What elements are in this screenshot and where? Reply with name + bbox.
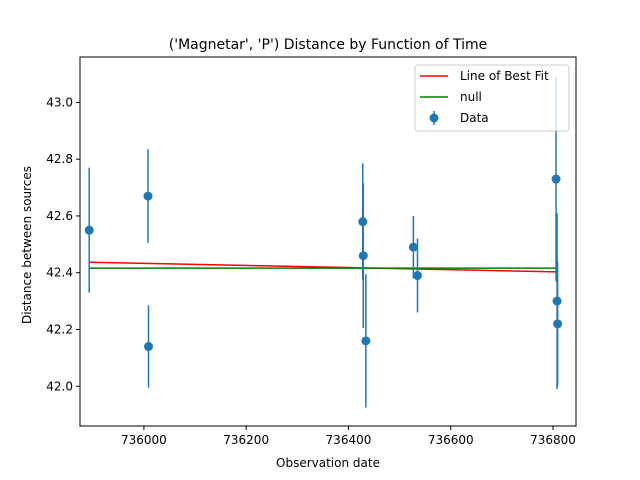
- legend-label-data: Data: [460, 111, 489, 125]
- data-point: [553, 319, 563, 329]
- y-tick-label: 42.2: [46, 322, 73, 336]
- data-points: [84, 174, 563, 352]
- fit-lines: [89, 261, 558, 273]
- data-point: [552, 296, 562, 306]
- y-tick-label: 42.4: [46, 266, 73, 280]
- legend-label-best-fit: Line of Best Fit: [460, 69, 549, 83]
- data-point: [358, 217, 368, 227]
- data-point: [358, 251, 368, 261]
- x-tick-label: 736800: [530, 433, 576, 447]
- data-point: [361, 336, 371, 346]
- best-fit-line: [89, 261, 558, 273]
- x-axis-ticks: 736000 736200 736400 736600 736800: [121, 426, 576, 447]
- y-tick-label: 43.0: [46, 95, 73, 109]
- data-point: [412, 271, 422, 281]
- legend-box: [414, 64, 570, 132]
- legend-label-null: null: [460, 90, 482, 104]
- x-tick-label: 736000: [121, 433, 167, 447]
- y-tick-label: 42.0: [46, 379, 73, 393]
- legend-swatch-data-marker: [429, 113, 439, 123]
- x-tick-label: 736400: [326, 433, 372, 447]
- data-point: [551, 174, 561, 184]
- y-axis-label: Distance between sources: [20, 166, 34, 324]
- data-point: [144, 342, 154, 352]
- chart-title: ('Magnetar', 'P') Distance by Function o…: [169, 37, 487, 53]
- data-point: [408, 242, 418, 252]
- x-tick-label: 736600: [428, 433, 474, 447]
- data-point: [84, 225, 94, 235]
- legend: Line of Best Fit null Data: [414, 64, 570, 132]
- y-tick-label: 42.8: [46, 152, 73, 166]
- y-axis-ticks: 42.0 42.2 42.4 42.6 42.8 43.0: [46, 95, 80, 393]
- data-point: [143, 191, 153, 201]
- y-tick-label: 42.6: [46, 209, 73, 223]
- x-tick-label: 736200: [223, 433, 269, 447]
- axes-frame: [79, 56, 577, 427]
- x-axis-label: Observation date: [276, 456, 380, 470]
